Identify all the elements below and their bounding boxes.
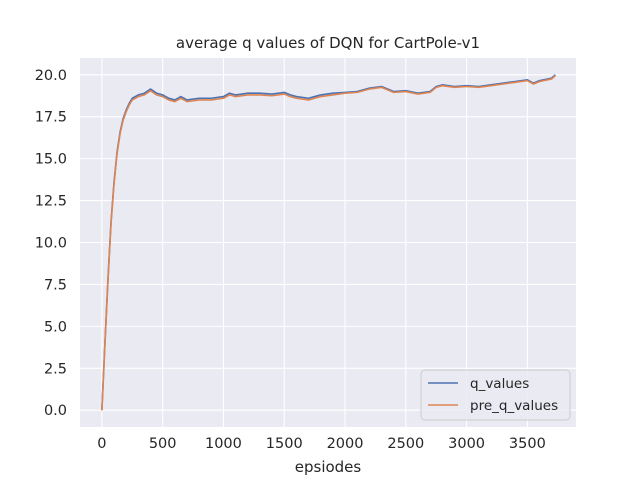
- legend-label-pre-q-values: pre_q_values: [470, 398, 558, 414]
- x-tick-label-1500: 1500: [266, 436, 303, 452]
- y-tick-label-0-0: 0.0: [44, 403, 67, 419]
- legend: q_values pre_q_values: [420, 369, 571, 421]
- y-tick-label-20-0: 20.0: [35, 68, 67, 84]
- y-tick-label-2-5: 2.5: [44, 361, 67, 377]
- y-tick-label-7-5: 7.5: [44, 277, 67, 293]
- x-tick-label-3500: 3500: [509, 436, 546, 452]
- series-line-pre-q-values: [101, 75, 556, 411]
- y-tick-label-12-5: 12.5: [35, 194, 67, 210]
- x-tick-label-2000: 2000: [327, 436, 364, 452]
- legend-label-q-values: q_values: [470, 376, 529, 392]
- legend-box: [420, 369, 571, 421]
- x-tick-label-3000: 3000: [448, 436, 485, 452]
- y-tick-label-10-0: 10.0: [35, 236, 67, 252]
- y-tick-label-5-0: 5.0: [44, 319, 67, 335]
- x-axis-label: epsiodes: [295, 458, 362, 476]
- grid: [80, 58, 576, 427]
- x-tick-label-2500: 2500: [387, 436, 424, 452]
- series-layer: [101, 74, 556, 411]
- x-tick-label-500: 500: [149, 436, 177, 452]
- series-line-q-values: [101, 74, 556, 411]
- x-tick-label-0: 0: [97, 436, 106, 452]
- y-tick-label-15-0: 15.0: [35, 152, 67, 168]
- x-tick-label-1000: 1000: [205, 436, 242, 452]
- x-axis: 0 500 1000 1500 2000 2500 3000 3500: [97, 436, 546, 452]
- y-axis: 0.0 2.5 5.0 7.5 10.0 12.5 15.0 17.5 20.0: [35, 68, 67, 419]
- y-tick-label-17-5: 17.5: [35, 110, 67, 126]
- chart-title: average q values of DQN for CartPole-v1: [176, 34, 480, 52]
